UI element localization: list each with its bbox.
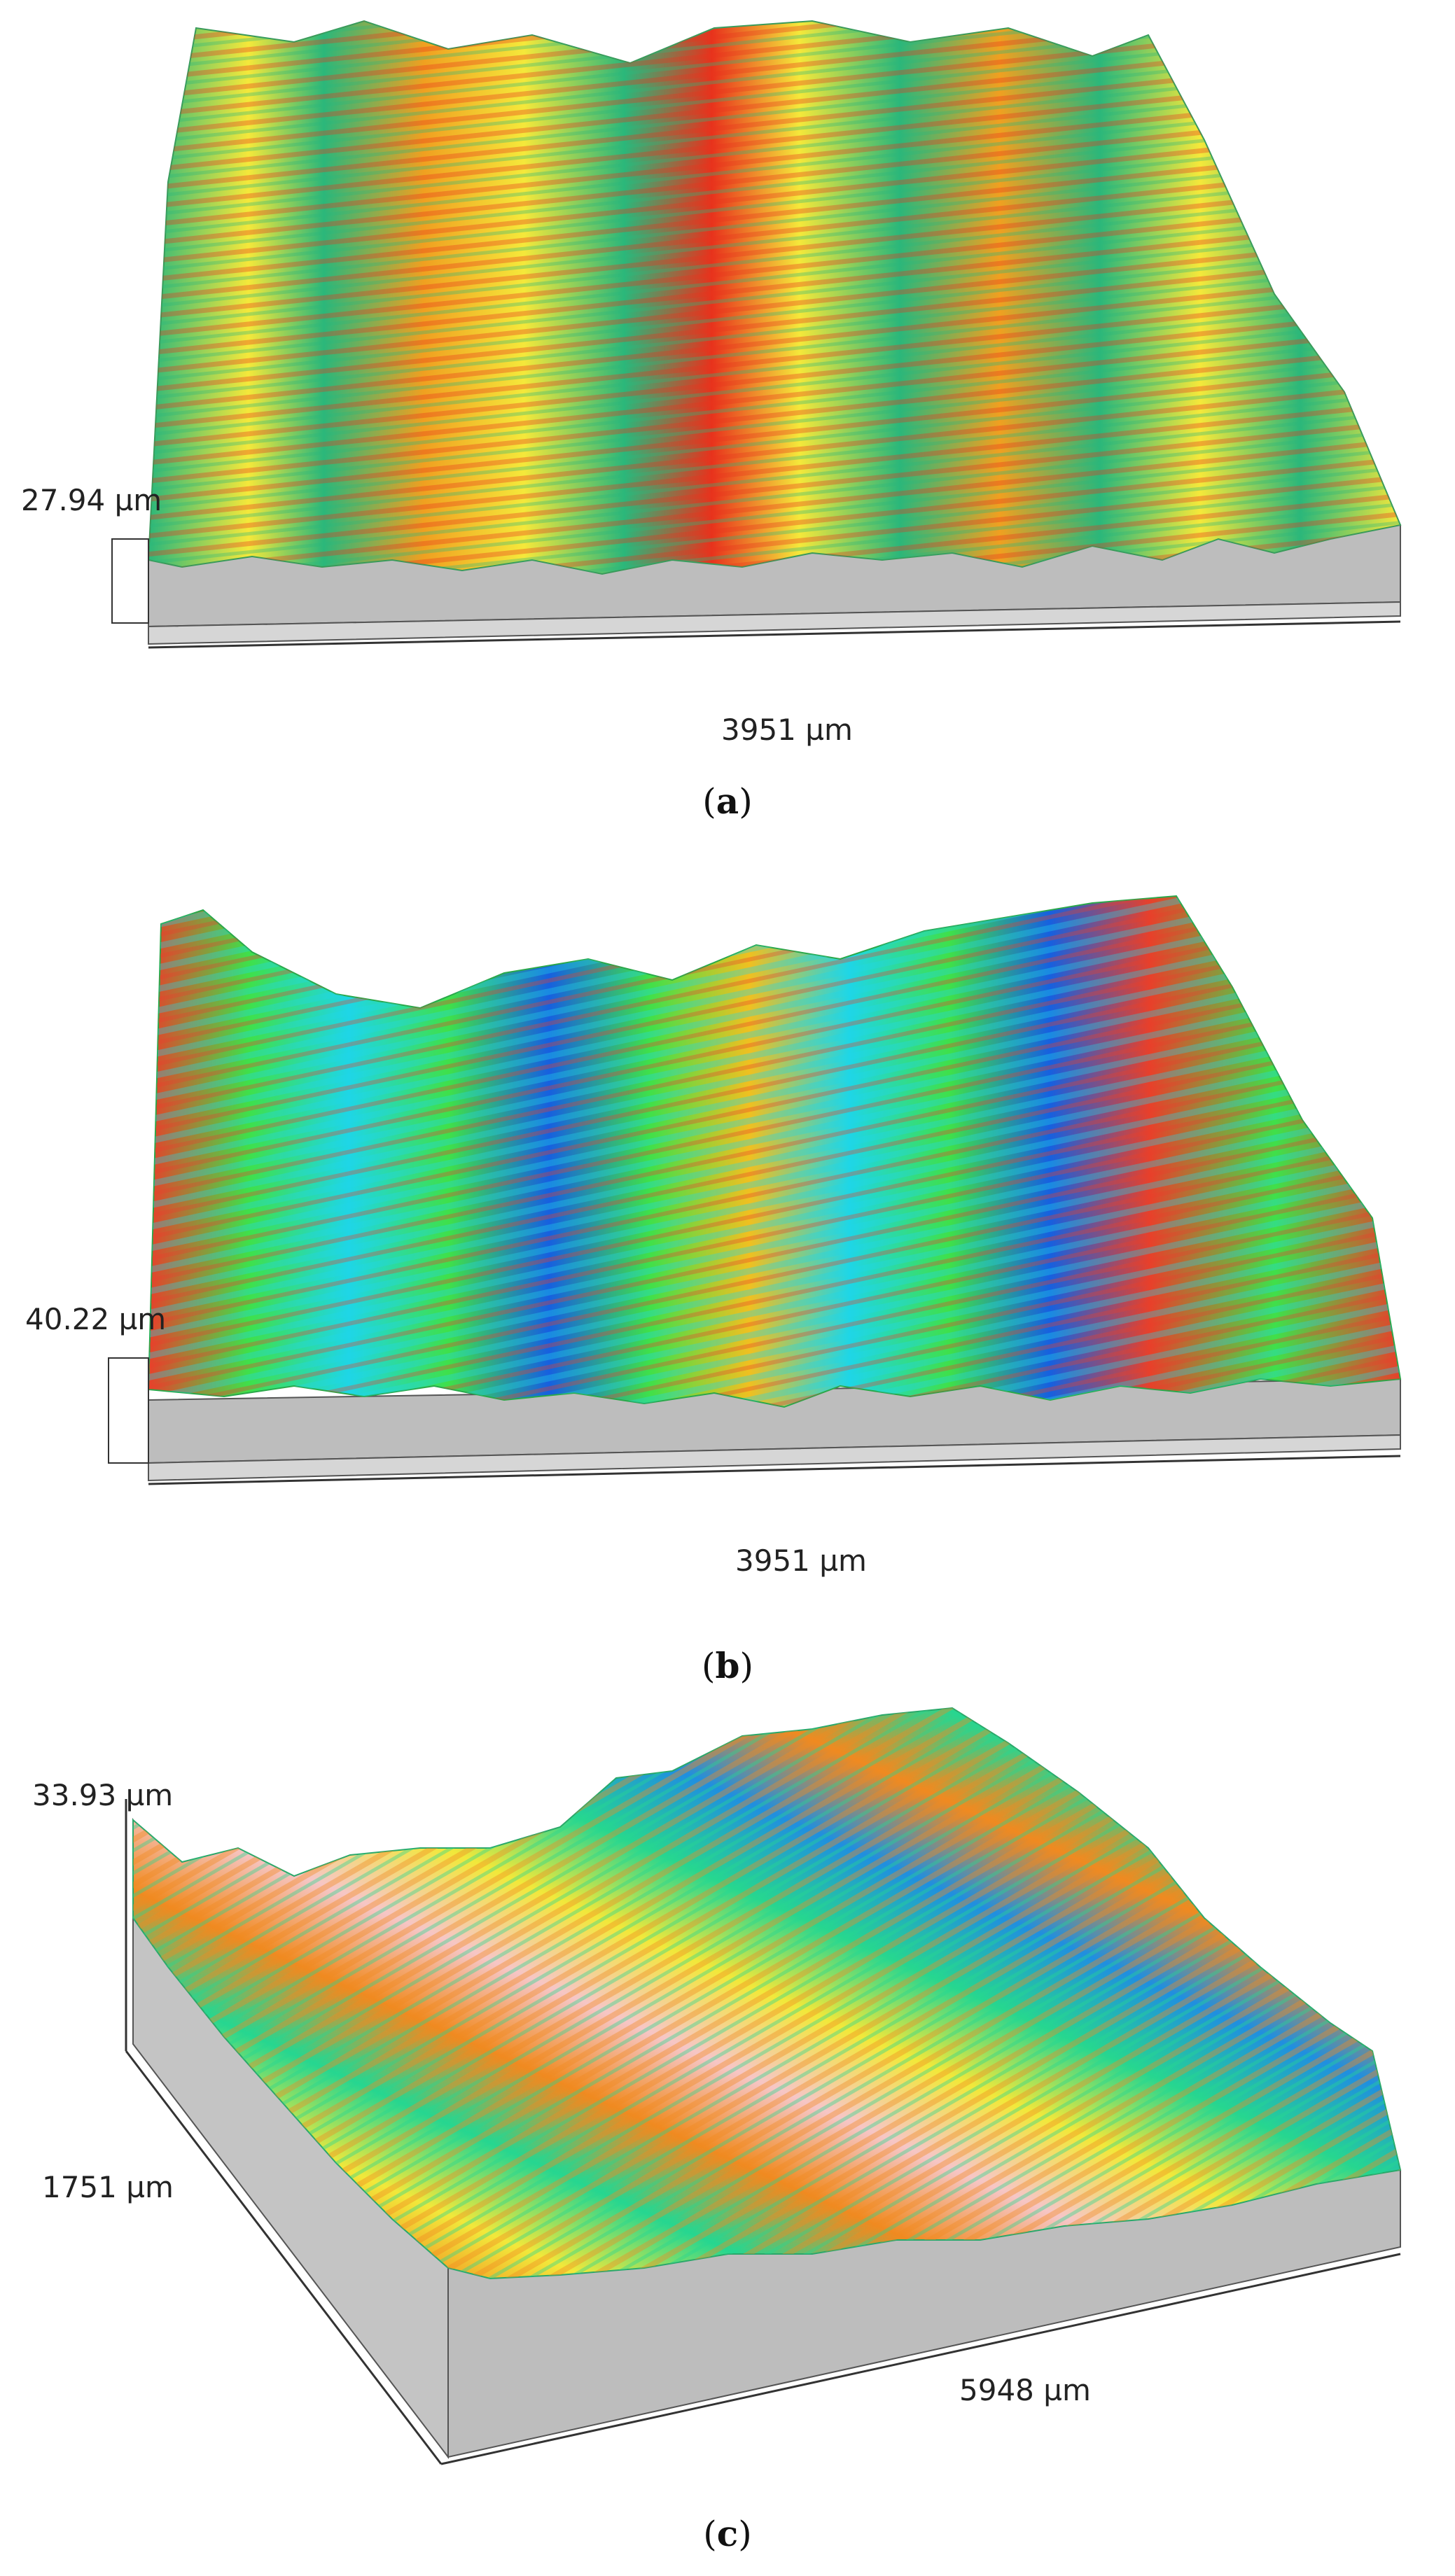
z-height-label: 40.22 µm (25, 1302, 167, 1336)
y-width-label: 1751 µm (42, 2170, 174, 2204)
surface-plot-a (111, 20, 1402, 649)
panel-a: 27.94 µm 3951 µm (0, 0, 1455, 770)
x-width-label: 3951 µm (735, 1544, 867, 1578)
x-width-label: 5948 µm (959, 2373, 1091, 2407)
panel-c: 33.93 µm 1751 µm 5948 µm (c) (0, 1687, 1455, 2576)
surface-plot-c (125, 1707, 1402, 2465)
caption-c: (c) (703, 2513, 752, 2554)
caption-b: (b) (702, 1645, 753, 1686)
surface-plot-b (108, 895, 1402, 1485)
x-width-label: 3951 µm (721, 713, 853, 747)
z-height-label: 27.94 µm (21, 483, 162, 517)
caption-a: (a) (702, 780, 753, 822)
panel-b: 40.22 µm 3951 µm (0, 826, 1455, 1652)
z-height-label: 33.93 µm (32, 1778, 174, 1812)
